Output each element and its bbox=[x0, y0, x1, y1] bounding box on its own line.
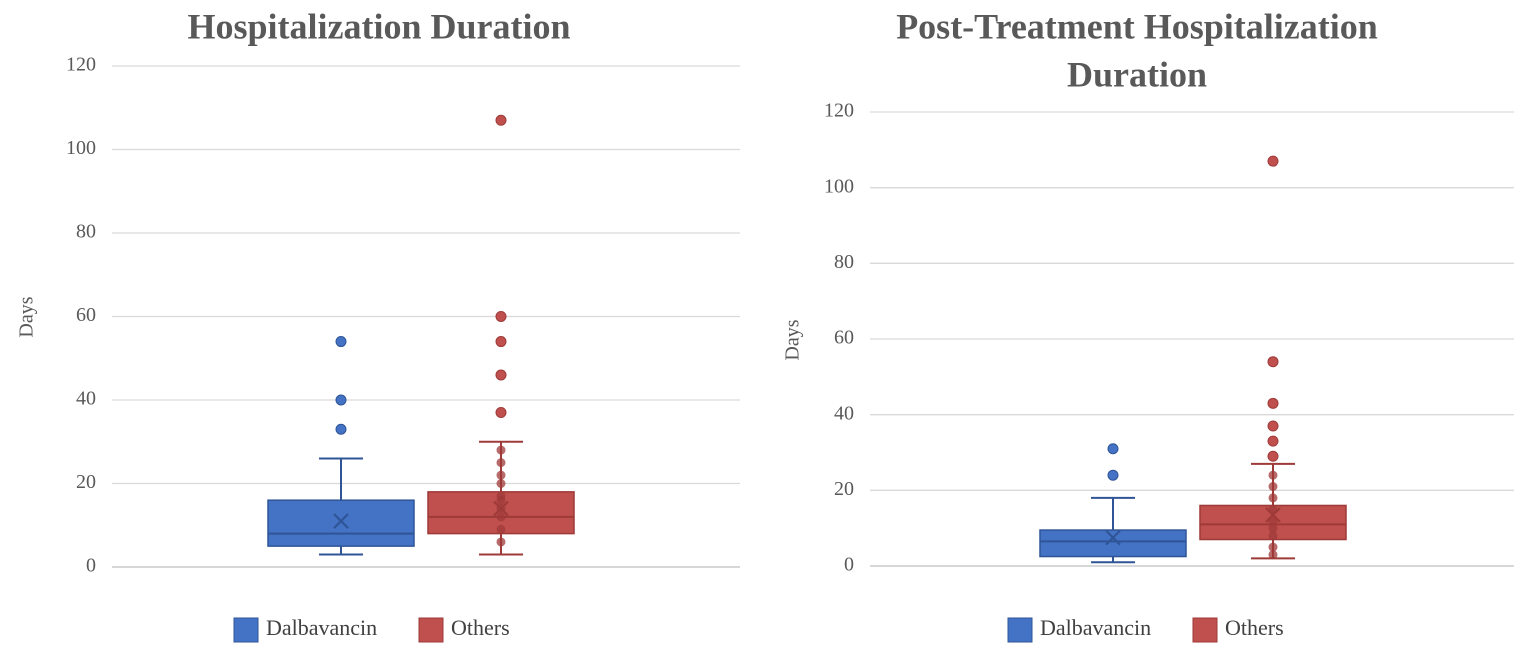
mean-marker bbox=[333, 513, 349, 529]
data-point bbox=[1268, 482, 1278, 492]
legend-label-others: Others bbox=[1225, 615, 1284, 640]
box-others bbox=[1199, 155, 1347, 560]
y-tick-label: 0 bbox=[844, 554, 854, 576]
data-point bbox=[496, 479, 506, 488]
outlier-point bbox=[495, 114, 507, 126]
mean-marker bbox=[1105, 529, 1121, 546]
data-point bbox=[1268, 523, 1278, 533]
outlier-point bbox=[1267, 356, 1279, 368]
y-tick-label: 0 bbox=[86, 555, 96, 577]
mean-marker bbox=[493, 500, 509, 517]
y-tick-label: 120 bbox=[66, 54, 96, 76]
chart-title: Hospitalization Duration bbox=[187, 6, 570, 46]
y-axis-label: Days bbox=[16, 296, 38, 337]
legend-swatch-others bbox=[1192, 617, 1218, 643]
data-point bbox=[496, 445, 506, 455]
data-point bbox=[496, 458, 506, 468]
legend-swatch-others bbox=[418, 617, 444, 643]
box-dalbavancin bbox=[1039, 443, 1187, 564]
data-point bbox=[1268, 470, 1278, 480]
legend-label-others: Others bbox=[451, 615, 510, 640]
legend-label-dalbavancin: Dalbavancin bbox=[1040, 615, 1151, 640]
outlier-point bbox=[335, 336, 347, 348]
y-tick-label: 80 bbox=[834, 251, 854, 273]
legend-label-dalbavancin: Dalbavancin bbox=[266, 615, 377, 640]
chart-post-treatment-hospitalization-duration: Post-Treatment Hospitalization Duration 0 2… bbox=[758, 0, 1516, 654]
outlier-point bbox=[1267, 420, 1279, 432]
y-tick-label: 20 bbox=[834, 478, 854, 500]
chart-title: Duration bbox=[1067, 54, 1207, 94]
legend-swatch-dalbavancin bbox=[1007, 617, 1033, 643]
outlier-point bbox=[1267, 155, 1279, 167]
outlier-point bbox=[495, 336, 507, 348]
mean-marker bbox=[1265, 507, 1281, 523]
chart-svg: Post-Treatment Hospitalization Duration 0 2… bbox=[782, 6, 1514, 643]
outlier-point bbox=[1267, 450, 1279, 462]
y-tick-label: 60 bbox=[834, 327, 854, 349]
outlier-point bbox=[1267, 435, 1279, 447]
y-tick-label: 40 bbox=[76, 388, 96, 410]
legend-swatch-dalbavancin bbox=[233, 617, 259, 643]
data-point bbox=[496, 524, 506, 534]
outlier-point bbox=[335, 394, 347, 406]
y-tick-label: 100 bbox=[824, 175, 854, 197]
box-others bbox=[427, 114, 575, 556]
y-tick-label: 80 bbox=[76, 221, 96, 243]
y-tick-label: 120 bbox=[824, 100, 854, 122]
y-tick-label: 20 bbox=[76, 471, 96, 493]
data-point bbox=[496, 470, 506, 480]
y-tick-label: 60 bbox=[76, 304, 96, 326]
outlier-point bbox=[1107, 443, 1119, 455]
box-dalbavancin bbox=[267, 336, 415, 556]
chart-hospitalization-duration: Hospitalization Duration 0 20 40 60 80 100 120 D… bbox=[16, 6, 740, 643]
box-iqr bbox=[267, 499, 415, 547]
chart-title: Post-Treatment Hospitalization bbox=[896, 6, 1378, 46]
data-point bbox=[1268, 542, 1278, 552]
box-iqr bbox=[1039, 529, 1187, 558]
y-axis-label: Days bbox=[782, 319, 804, 360]
chart-svg: Hospitalization Duration 0 20 40 60 80 100 120 D… bbox=[16, 6, 740, 643]
data-point bbox=[1268, 531, 1278, 541]
data-point bbox=[496, 491, 506, 501]
data-point bbox=[496, 512, 506, 522]
y-tick-label: 100 bbox=[66, 137, 96, 159]
outlier-point bbox=[495, 407, 507, 419]
outlier-point bbox=[335, 423, 347, 435]
data-point bbox=[496, 537, 506, 547]
outlier-point bbox=[1267, 397, 1279, 409]
outlier-point bbox=[495, 369, 507, 381]
y-tick-label: 40 bbox=[834, 402, 854, 424]
data-point bbox=[1268, 550, 1278, 560]
outlier-point bbox=[1107, 469, 1119, 481]
data-point bbox=[1268, 493, 1278, 503]
outlier-point bbox=[495, 311, 507, 322]
